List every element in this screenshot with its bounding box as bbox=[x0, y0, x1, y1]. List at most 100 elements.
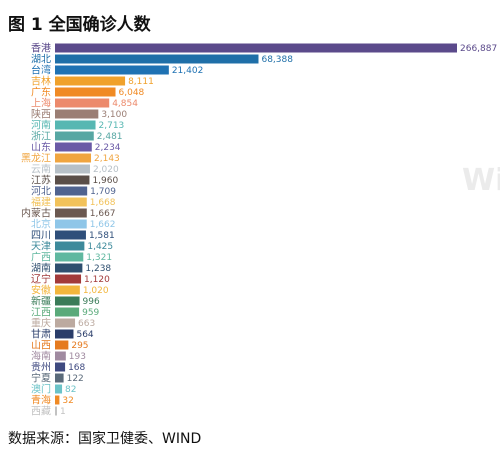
category-label-23: 新疆 bbox=[31, 295, 51, 308]
value-label-20: 1,238 bbox=[85, 264, 111, 274]
value-label-19: 1,321 bbox=[86, 253, 112, 263]
value-label-25: 663 bbox=[78, 319, 95, 329]
value-label-2: 21,402 bbox=[172, 66, 204, 76]
value-label-22: 1,020 bbox=[83, 286, 109, 296]
value-label-17: 1,581 bbox=[89, 231, 115, 241]
bar-21 bbox=[55, 274, 82, 284]
value-label-31: 82 bbox=[65, 385, 76, 395]
bar-19 bbox=[55, 252, 84, 262]
category-label-0: 香港 bbox=[31, 43, 51, 55]
bar-33 bbox=[55, 406, 57, 416]
value-label-30: 122 bbox=[67, 374, 84, 384]
value-label-32: 32 bbox=[62, 396, 73, 406]
bar-16 bbox=[55, 219, 87, 229]
bar-22 bbox=[55, 285, 80, 295]
bar-24 bbox=[55, 307, 80, 317]
bar-6 bbox=[55, 109, 99, 119]
value-label-16: 1,662 bbox=[90, 220, 116, 230]
value-label-28: 193 bbox=[69, 352, 86, 362]
category-label-15: 内蒙古 bbox=[21, 207, 51, 220]
bar-4 bbox=[55, 87, 116, 97]
category-label-28: 海南 bbox=[31, 350, 51, 363]
bar-9 bbox=[55, 142, 92, 152]
value-label-14: 1,668 bbox=[90, 198, 116, 208]
category-label-1: 湖北 bbox=[31, 54, 51, 66]
bar-32 bbox=[55, 395, 60, 405]
category-label-13: 河北 bbox=[31, 186, 51, 198]
bar-30 bbox=[55, 373, 64, 383]
bar-11 bbox=[55, 164, 90, 174]
category-label-33: 西藏 bbox=[31, 406, 51, 418]
bar-5 bbox=[55, 98, 110, 108]
bar-26 bbox=[55, 329, 74, 339]
value-label-5: 4,854 bbox=[112, 99, 138, 109]
bar-10 bbox=[55, 153, 92, 163]
category-label-3: 吉林 bbox=[31, 75, 51, 88]
bar-20 bbox=[55, 263, 83, 273]
bar-27 bbox=[55, 340, 69, 350]
bar-3 bbox=[55, 76, 126, 86]
bar-18 bbox=[55, 241, 85, 251]
category-label-12: 江苏 bbox=[31, 174, 51, 187]
value-label-7: 2,713 bbox=[99, 121, 125, 131]
category-label-31: 澳门 bbox=[31, 383, 51, 396]
watermark-logo: Win bbox=[462, 163, 500, 198]
category-label-18: 天津 bbox=[31, 241, 51, 253]
value-label-13: 1,709 bbox=[90, 187, 116, 197]
bar-7 bbox=[55, 120, 96, 130]
value-label-12: 1,960 bbox=[92, 176, 118, 186]
category-label-2: 台湾 bbox=[31, 64, 51, 77]
bar-12 bbox=[55, 175, 90, 185]
category-label-30: 宁夏 bbox=[31, 372, 51, 385]
figure-title: 图 1 全国确诊人数 bbox=[8, 15, 151, 35]
value-label-3: 8,111 bbox=[128, 77, 154, 87]
bar-13 bbox=[55, 186, 88, 196]
category-label-25: 重庆 bbox=[31, 317, 51, 330]
value-label-8: 2,481 bbox=[97, 132, 123, 142]
value-label-9: 2,234 bbox=[95, 143, 121, 153]
category-label-21: 辽宁 bbox=[31, 273, 51, 286]
category-label-24: 江西 bbox=[31, 307, 51, 319]
category-label-10: 黑龙江 bbox=[21, 152, 51, 165]
bar-31 bbox=[55, 384, 63, 394]
value-label-15: 1,667 bbox=[90, 209, 116, 219]
value-label-10: 2,143 bbox=[94, 154, 120, 164]
value-label-4: 6,048 bbox=[119, 88, 145, 98]
category-label-29: 贵州 bbox=[31, 361, 51, 374]
value-label-24: 959 bbox=[82, 308, 99, 318]
data-source-note: 数据来源：国家卫健委、WIND bbox=[8, 431, 202, 447]
category-label-27: 山西 bbox=[31, 340, 51, 352]
bar-0 bbox=[55, 43, 457, 53]
category-label-5: 上海 bbox=[31, 97, 51, 110]
value-label-23: 996 bbox=[83, 297, 100, 307]
category-label-22: 安徽 bbox=[31, 284, 51, 297]
category-label-16: 北京 bbox=[31, 218, 51, 231]
category-label-19: 广西 bbox=[31, 252, 51, 264]
value-label-21: 1,120 bbox=[84, 275, 110, 285]
value-label-26: 564 bbox=[76, 330, 93, 340]
value-label-0: 266,887 bbox=[460, 44, 497, 54]
value-label-18: 1,425 bbox=[87, 242, 113, 252]
category-label-14: 福建 bbox=[31, 196, 51, 209]
category-label-20: 湖南 bbox=[31, 262, 51, 275]
bar-25 bbox=[55, 318, 76, 328]
value-label-11: 2,020 bbox=[93, 165, 119, 175]
bar-2 bbox=[55, 65, 169, 75]
category-label-7: 河南 bbox=[31, 119, 51, 132]
bar-8 bbox=[55, 131, 94, 141]
bar-29 bbox=[55, 362, 66, 372]
value-label-33: 1 bbox=[60, 407, 66, 417]
category-label-4: 广东 bbox=[31, 86, 51, 99]
bar-28 bbox=[55, 351, 66, 361]
category-label-8: 浙江 bbox=[31, 131, 51, 143]
value-label-1: 68,388 bbox=[261, 55, 293, 65]
bar-17 bbox=[55, 230, 86, 240]
category-label-26: 甘肃 bbox=[31, 328, 51, 341]
value-label-6: 3,100 bbox=[101, 110, 127, 120]
bar-23 bbox=[55, 296, 80, 306]
bar-14 bbox=[55, 197, 87, 207]
value-label-29: 168 bbox=[68, 363, 85, 373]
value-label-27: 295 bbox=[71, 341, 88, 351]
bar-1 bbox=[55, 54, 259, 64]
